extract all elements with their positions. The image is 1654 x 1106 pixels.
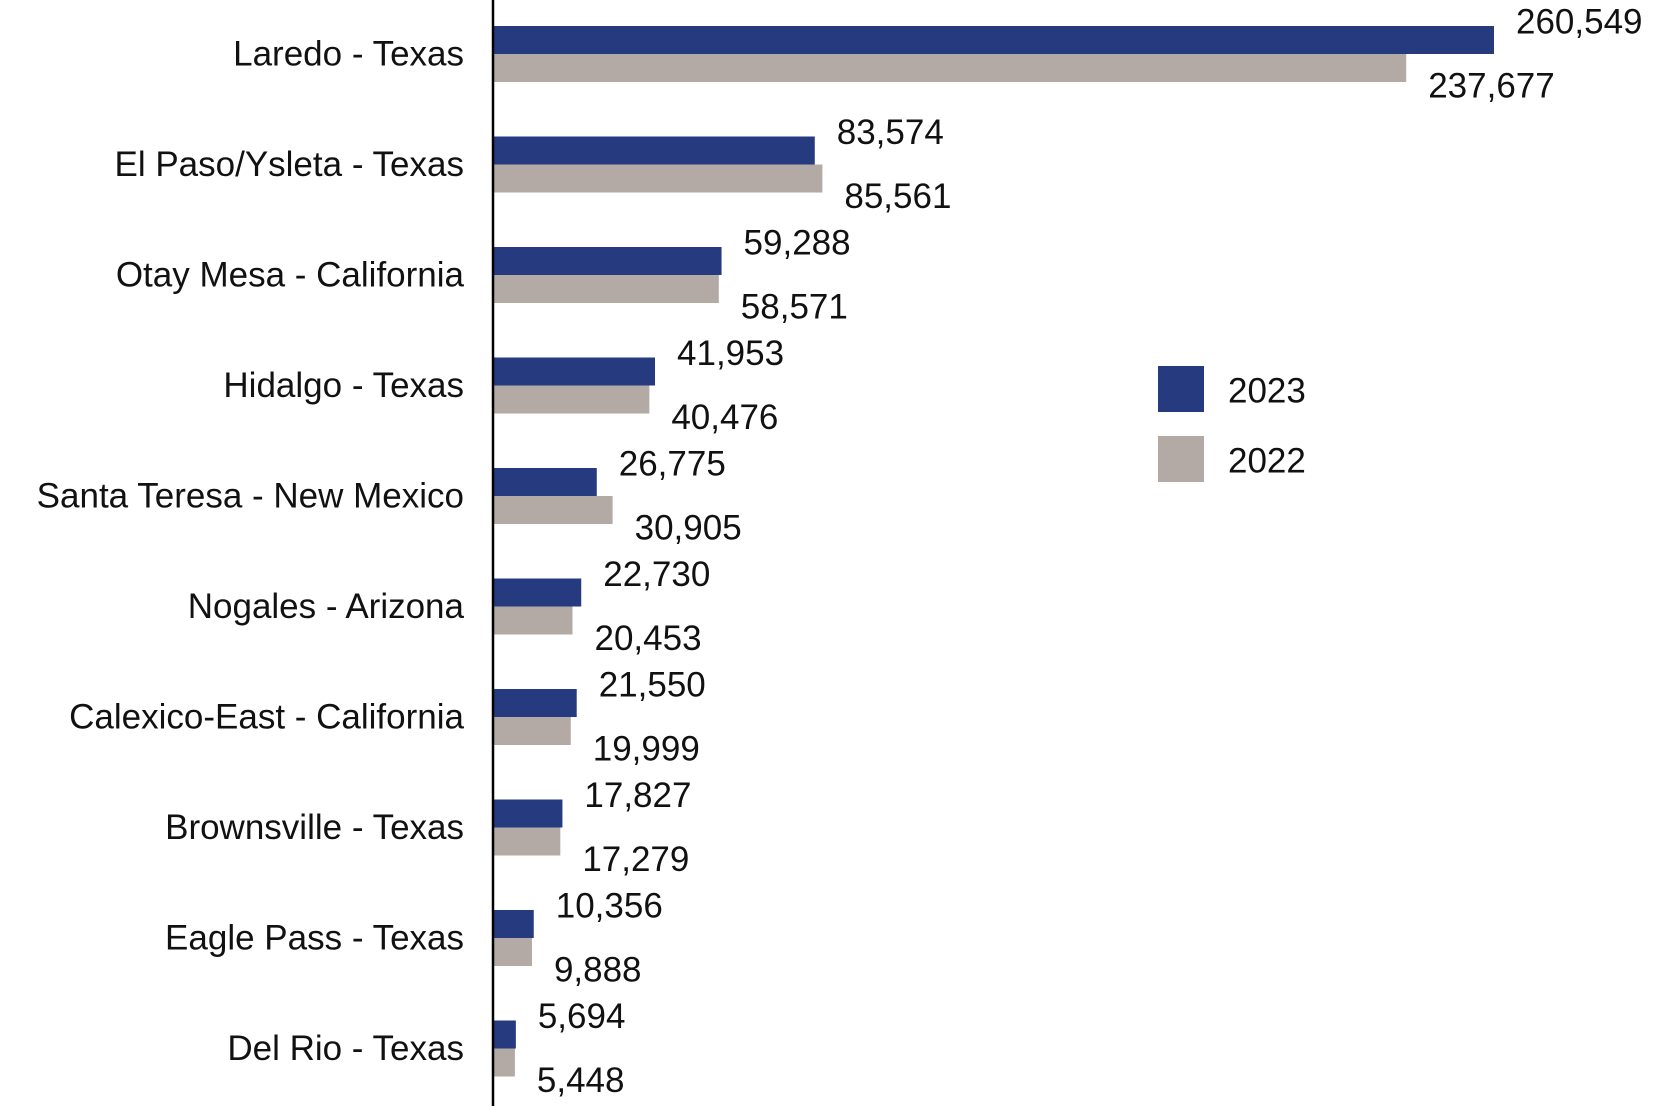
bar-2023-el-paso-ysleta-texas bbox=[494, 136, 815, 165]
value-label-2023-eagle-pass-texas: 10,356 bbox=[556, 887, 663, 926]
category-label-eagle-pass-texas: Eagle Pass - Texas bbox=[165, 919, 464, 958]
value-label-2023-nogales-arizona: 22,730 bbox=[603, 555, 710, 594]
value-label-2023-otay-mesa-california: 59,288 bbox=[744, 224, 851, 263]
bar-2023-hidalgo-texas bbox=[494, 357, 656, 386]
value-label-2023-el-paso-ysleta-texas: 83,574 bbox=[837, 113, 944, 152]
bar-2022-laredo-texas bbox=[494, 54, 1407, 82]
value-label-2022-del-rio-texas: 5,448 bbox=[537, 1061, 625, 1100]
category-label-del-rio-texas: Del Rio - Texas bbox=[227, 1029, 464, 1068]
value-label-2023-brownsville-texas: 17,827 bbox=[584, 776, 691, 815]
category-label-laredo-texas: Laredo - Texas bbox=[233, 35, 464, 74]
bar-2023-eagle-pass-texas bbox=[494, 910, 534, 938]
legend: 2023 2022 bbox=[1158, 366, 1306, 482]
category-label-santa-teresa-new-mexico: Santa Teresa - New Mexico bbox=[37, 477, 464, 516]
bars-group bbox=[494, 26, 1494, 1077]
bar-2022-nogales-arizona bbox=[494, 606, 573, 635]
value-label-2023-hidalgo-texas: 41,953 bbox=[677, 334, 784, 373]
value-label-2023-calexico-east-california: 21,550 bbox=[599, 666, 706, 705]
value-label-2022-laredo-texas: 237,677 bbox=[1428, 67, 1555, 106]
value-label-2022-calexico-east-california: 19,999 bbox=[593, 730, 700, 769]
value-label-2022-eagle-pass-texas: 9,888 bbox=[554, 951, 642, 990]
category-label-nogales-arizona: Nogales - Arizona bbox=[188, 587, 465, 626]
value-labels: 260,549 237,677 83,574 85,561 59,288 58,571 41… bbox=[537, 3, 1643, 1101]
legend-label-2022: 2022 bbox=[1228, 442, 1306, 481]
value-label-2022-el-paso-ysleta-texas: 85,561 bbox=[844, 177, 951, 216]
category-label-calexico-east-california: Calexico-East - California bbox=[69, 698, 464, 737]
bar-2022-eagle-pass-texas bbox=[494, 938, 532, 966]
bar-2022-hidalgo-texas bbox=[494, 385, 650, 414]
value-label-2023-del-rio-texas: 5,694 bbox=[538, 997, 626, 1036]
bar-2023-brownsville-texas bbox=[494, 799, 563, 828]
category-label-brownsville-texas: Brownsville - Texas bbox=[165, 808, 464, 847]
bar-2023-nogales-arizona bbox=[494, 578, 582, 607]
bar-2022-calexico-east-california bbox=[494, 717, 571, 745]
bar-2023-santa-teresa-new-mexico bbox=[494, 468, 597, 496]
value-label-2022-nogales-arizona: 20,453 bbox=[594, 619, 701, 658]
value-label-2022-otay-mesa-california: 58,571 bbox=[741, 288, 848, 327]
bar-2022-el-paso-ysleta-texas bbox=[494, 164, 823, 193]
bar-2022-santa-teresa-new-mexico bbox=[494, 496, 613, 524]
legend-swatch-2022 bbox=[1158, 436, 1204, 482]
value-label-2022-santa-teresa-new-mexico: 30,905 bbox=[635, 509, 742, 548]
category-labels: Laredo - Texas El Paso/Ysleta - Texas Otay… bbox=[37, 35, 465, 1069]
bar-2022-del-rio-texas bbox=[494, 1048, 515, 1077]
bar-2022-brownsville-texas bbox=[494, 827, 561, 856]
category-label-otay-mesa-california: Otay Mesa - California bbox=[116, 256, 465, 295]
bar-2023-laredo-texas bbox=[494, 26, 1494, 54]
value-label-2023-laredo-texas: 260,549 bbox=[1516, 3, 1643, 42]
bar-2023-calexico-east-california bbox=[494, 689, 577, 717]
value-label-2023-santa-teresa-new-mexico: 26,775 bbox=[619, 445, 726, 484]
legend-label-2023: 2023 bbox=[1228, 372, 1306, 411]
legend-swatch-2023 bbox=[1158, 366, 1204, 412]
category-label-el-paso-ysleta-texas: El Paso/Ysleta - Texas bbox=[114, 145, 464, 184]
bar-2022-otay-mesa-california bbox=[494, 275, 719, 303]
bar-2023-otay-mesa-california bbox=[494, 247, 722, 275]
value-label-2022-hidalgo-texas: 40,476 bbox=[671, 398, 778, 437]
category-label-hidalgo-texas: Hidalgo - Texas bbox=[223, 366, 464, 405]
value-label-2022-brownsville-texas: 17,279 bbox=[582, 840, 689, 879]
bar-2023-del-rio-texas bbox=[494, 1020, 516, 1049]
